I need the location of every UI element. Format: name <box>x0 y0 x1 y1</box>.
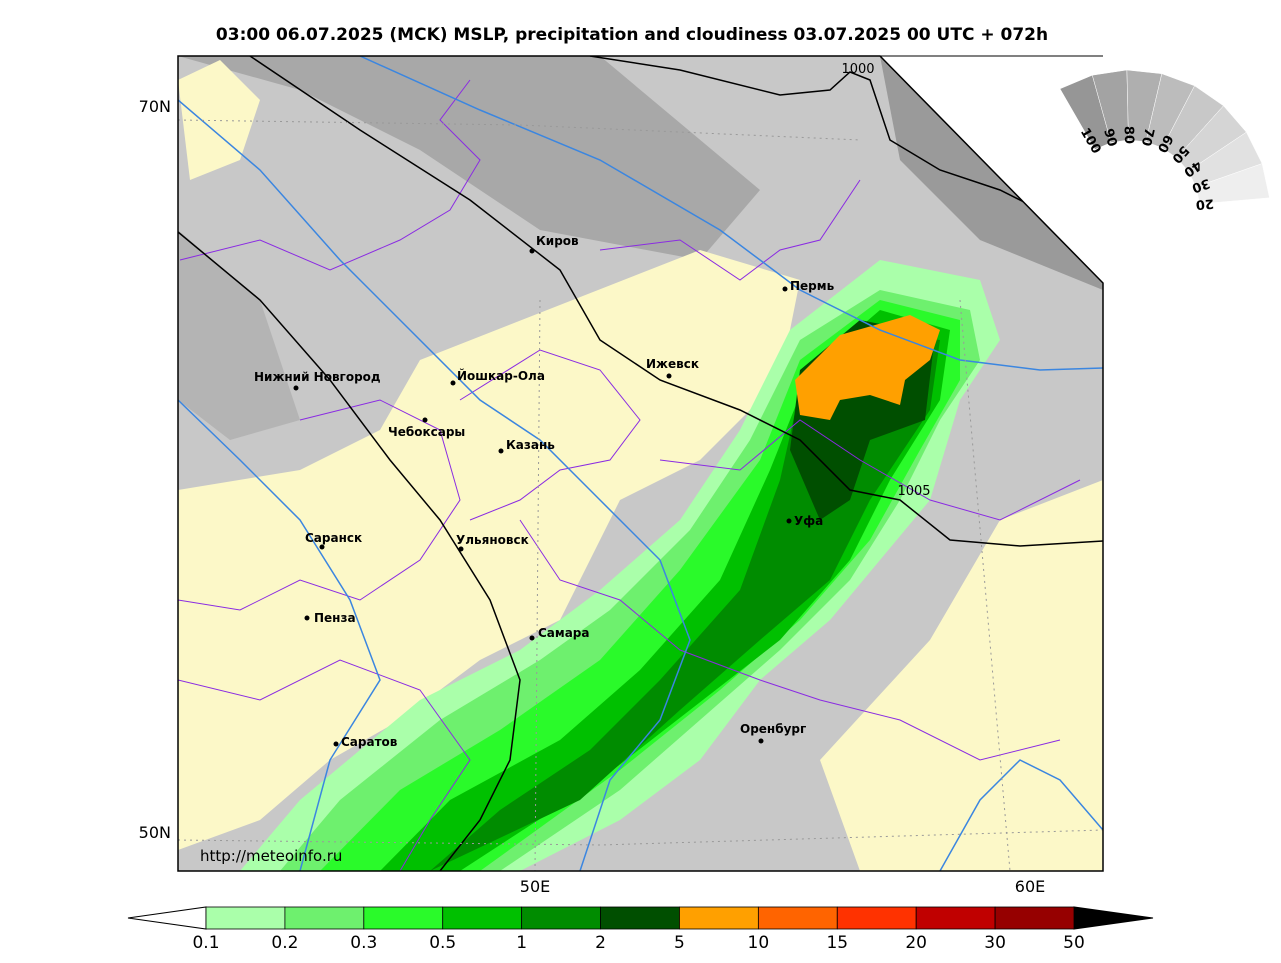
city-label: Нижний Новгород <box>254 370 381 384</box>
cloud-scale-segment <box>1195 163 1270 205</box>
colorbar-tick-label: 15 <box>826 933 848 953</box>
borders <box>178 79 1081 871</box>
colorbar-tick-label: 0.1 <box>192 933 219 953</box>
colorbar-segment <box>205 906 286 930</box>
lon-label: 50E <box>520 877 550 896</box>
colorbar-segment <box>679 906 759 930</box>
cloud-scale-label: 60 <box>1154 132 1176 155</box>
city-marker <box>758 738 764 744</box>
city-marker <box>498 448 504 454</box>
city-marker <box>450 380 456 386</box>
cities: Киров Пермь Ижевск Нижний Новгород Йошка… <box>254 234 835 749</box>
city-label: Ижевск <box>646 357 699 371</box>
colorbar-segment <box>442 906 523 930</box>
lat-label: 70N <box>139 97 171 116</box>
city-marker <box>782 286 788 292</box>
source-url: http://meteoinfo.ru <box>200 847 342 865</box>
colorbar-tick-label: 0.5 <box>429 933 456 953</box>
colorbar-tick-label: 0.2 <box>271 933 298 953</box>
city-label: Оренбург <box>740 722 806 736</box>
colorbar-segment <box>363 906 444 930</box>
isobar-label: 1000 <box>841 62 874 77</box>
city-label: Чебоксары <box>388 425 465 439</box>
cloud-scale-label: 70 <box>1138 126 1157 147</box>
city-label: Казань <box>506 438 555 452</box>
colorbar-over <box>1073 906 1154 930</box>
city-label: Пермь <box>790 279 835 293</box>
clear-area <box>178 250 800 850</box>
cloud-scale-label: 80 <box>1121 126 1136 144</box>
city-marker <box>458 546 464 552</box>
cloud-scale-label: 30 <box>1190 175 1212 195</box>
colorbar-tick-label: 30 <box>984 933 1006 953</box>
lon-label: 60E <box>1015 877 1045 896</box>
city-label: Пенза <box>314 611 356 625</box>
colorbar-tick-label: 2 <box>595 933 606 953</box>
colorbar-segment <box>284 906 365 930</box>
city-label: Уфа <box>794 514 823 528</box>
cloud-area <box>178 230 300 440</box>
colorbar-tick-label: 50 <box>1063 933 1085 953</box>
graticule <box>178 119 1103 871</box>
city-marker <box>666 373 672 379</box>
colorbar-segment <box>915 906 996 930</box>
clear-area <box>820 480 1103 871</box>
colorbar-tick-label: 20 <box>905 933 927 953</box>
colorbar-under <box>127 906 207 930</box>
colorbar-tick-label: 10 <box>748 933 770 953</box>
city-marker <box>529 248 535 254</box>
city-marker <box>293 385 299 391</box>
rivers <box>178 56 1103 871</box>
city-marker <box>422 417 428 423</box>
title: 03:00 06.07.2025 (MCK) MSLP, precipitati… <box>216 25 1048 45</box>
city-label: Самара <box>538 626 590 640</box>
city-label: Йошкар-Ола <box>457 368 545 383</box>
clear-area <box>178 60 260 180</box>
colorbar-segment <box>757 906 838 930</box>
colorbar: 0.1 0.2 0.3 0.5 1 2 5 10 15 20 30 50 <box>127 906 1154 953</box>
lat-label: 50N <box>139 823 171 842</box>
city-marker <box>786 518 792 524</box>
colorbar-tick-label: 0.3 <box>350 933 377 953</box>
colorbar-tick-label: 1 <box>516 933 527 953</box>
cloud-scale-label: 20 <box>1195 195 1214 212</box>
colorbar-segment <box>994 906 1075 930</box>
cloud-scale-label: 90 <box>1100 127 1119 148</box>
colorbar-segment <box>836 906 917 930</box>
cloud-area <box>178 56 760 260</box>
isobars <box>178 56 1103 871</box>
city-label: Ульяновск <box>456 533 529 547</box>
colorbar-segment <box>600 906 680 930</box>
city-label: Киров <box>536 234 579 248</box>
city-marker <box>529 635 535 641</box>
colorbar-tick-label: 5 <box>674 933 685 953</box>
colorbar-segment <box>521 906 601 930</box>
map: 1000 1005 http://meteoinfo.ru <box>178 56 1103 871</box>
city-marker <box>333 741 339 747</box>
isobar-label: 1005 <box>897 484 930 499</box>
map-frame <box>177 55 1104 872</box>
precip-5 <box>795 315 940 420</box>
city-marker <box>319 544 325 550</box>
city-label: Саранск <box>305 531 362 545</box>
city-label: Саратов <box>341 735 398 749</box>
city-marker <box>304 615 310 621</box>
